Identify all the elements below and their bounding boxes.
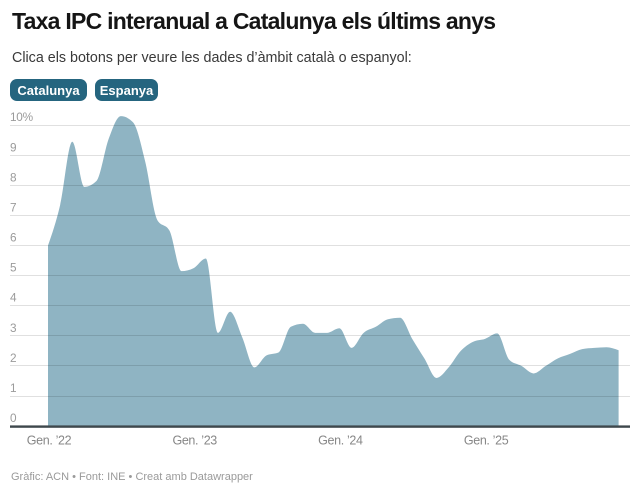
svg-text:8: 8: [10, 170, 17, 184]
svg-text:2: 2: [10, 351, 16, 365]
svg-text:1: 1: [10, 381, 16, 395]
svg-text:0: 0: [10, 411, 17, 425]
svg-text:9: 9: [10, 140, 16, 154]
svg-text:5: 5: [10, 261, 17, 275]
svg-text:7: 7: [10, 200, 16, 214]
svg-text:Gen. ’25: Gen. ’25: [464, 433, 509, 447]
svg-text:Gen. ’22: Gen. ’22: [27, 433, 72, 447]
svg-text:6: 6: [10, 231, 17, 245]
svg-text:Gen. ’23: Gen. ’23: [172, 433, 217, 447]
svg-text:3: 3: [10, 321, 17, 335]
svg-text:10%: 10%: [10, 110, 34, 124]
svg-text:Gen. ’24: Gen. ’24: [318, 433, 363, 447]
svg-text:4: 4: [10, 291, 17, 305]
